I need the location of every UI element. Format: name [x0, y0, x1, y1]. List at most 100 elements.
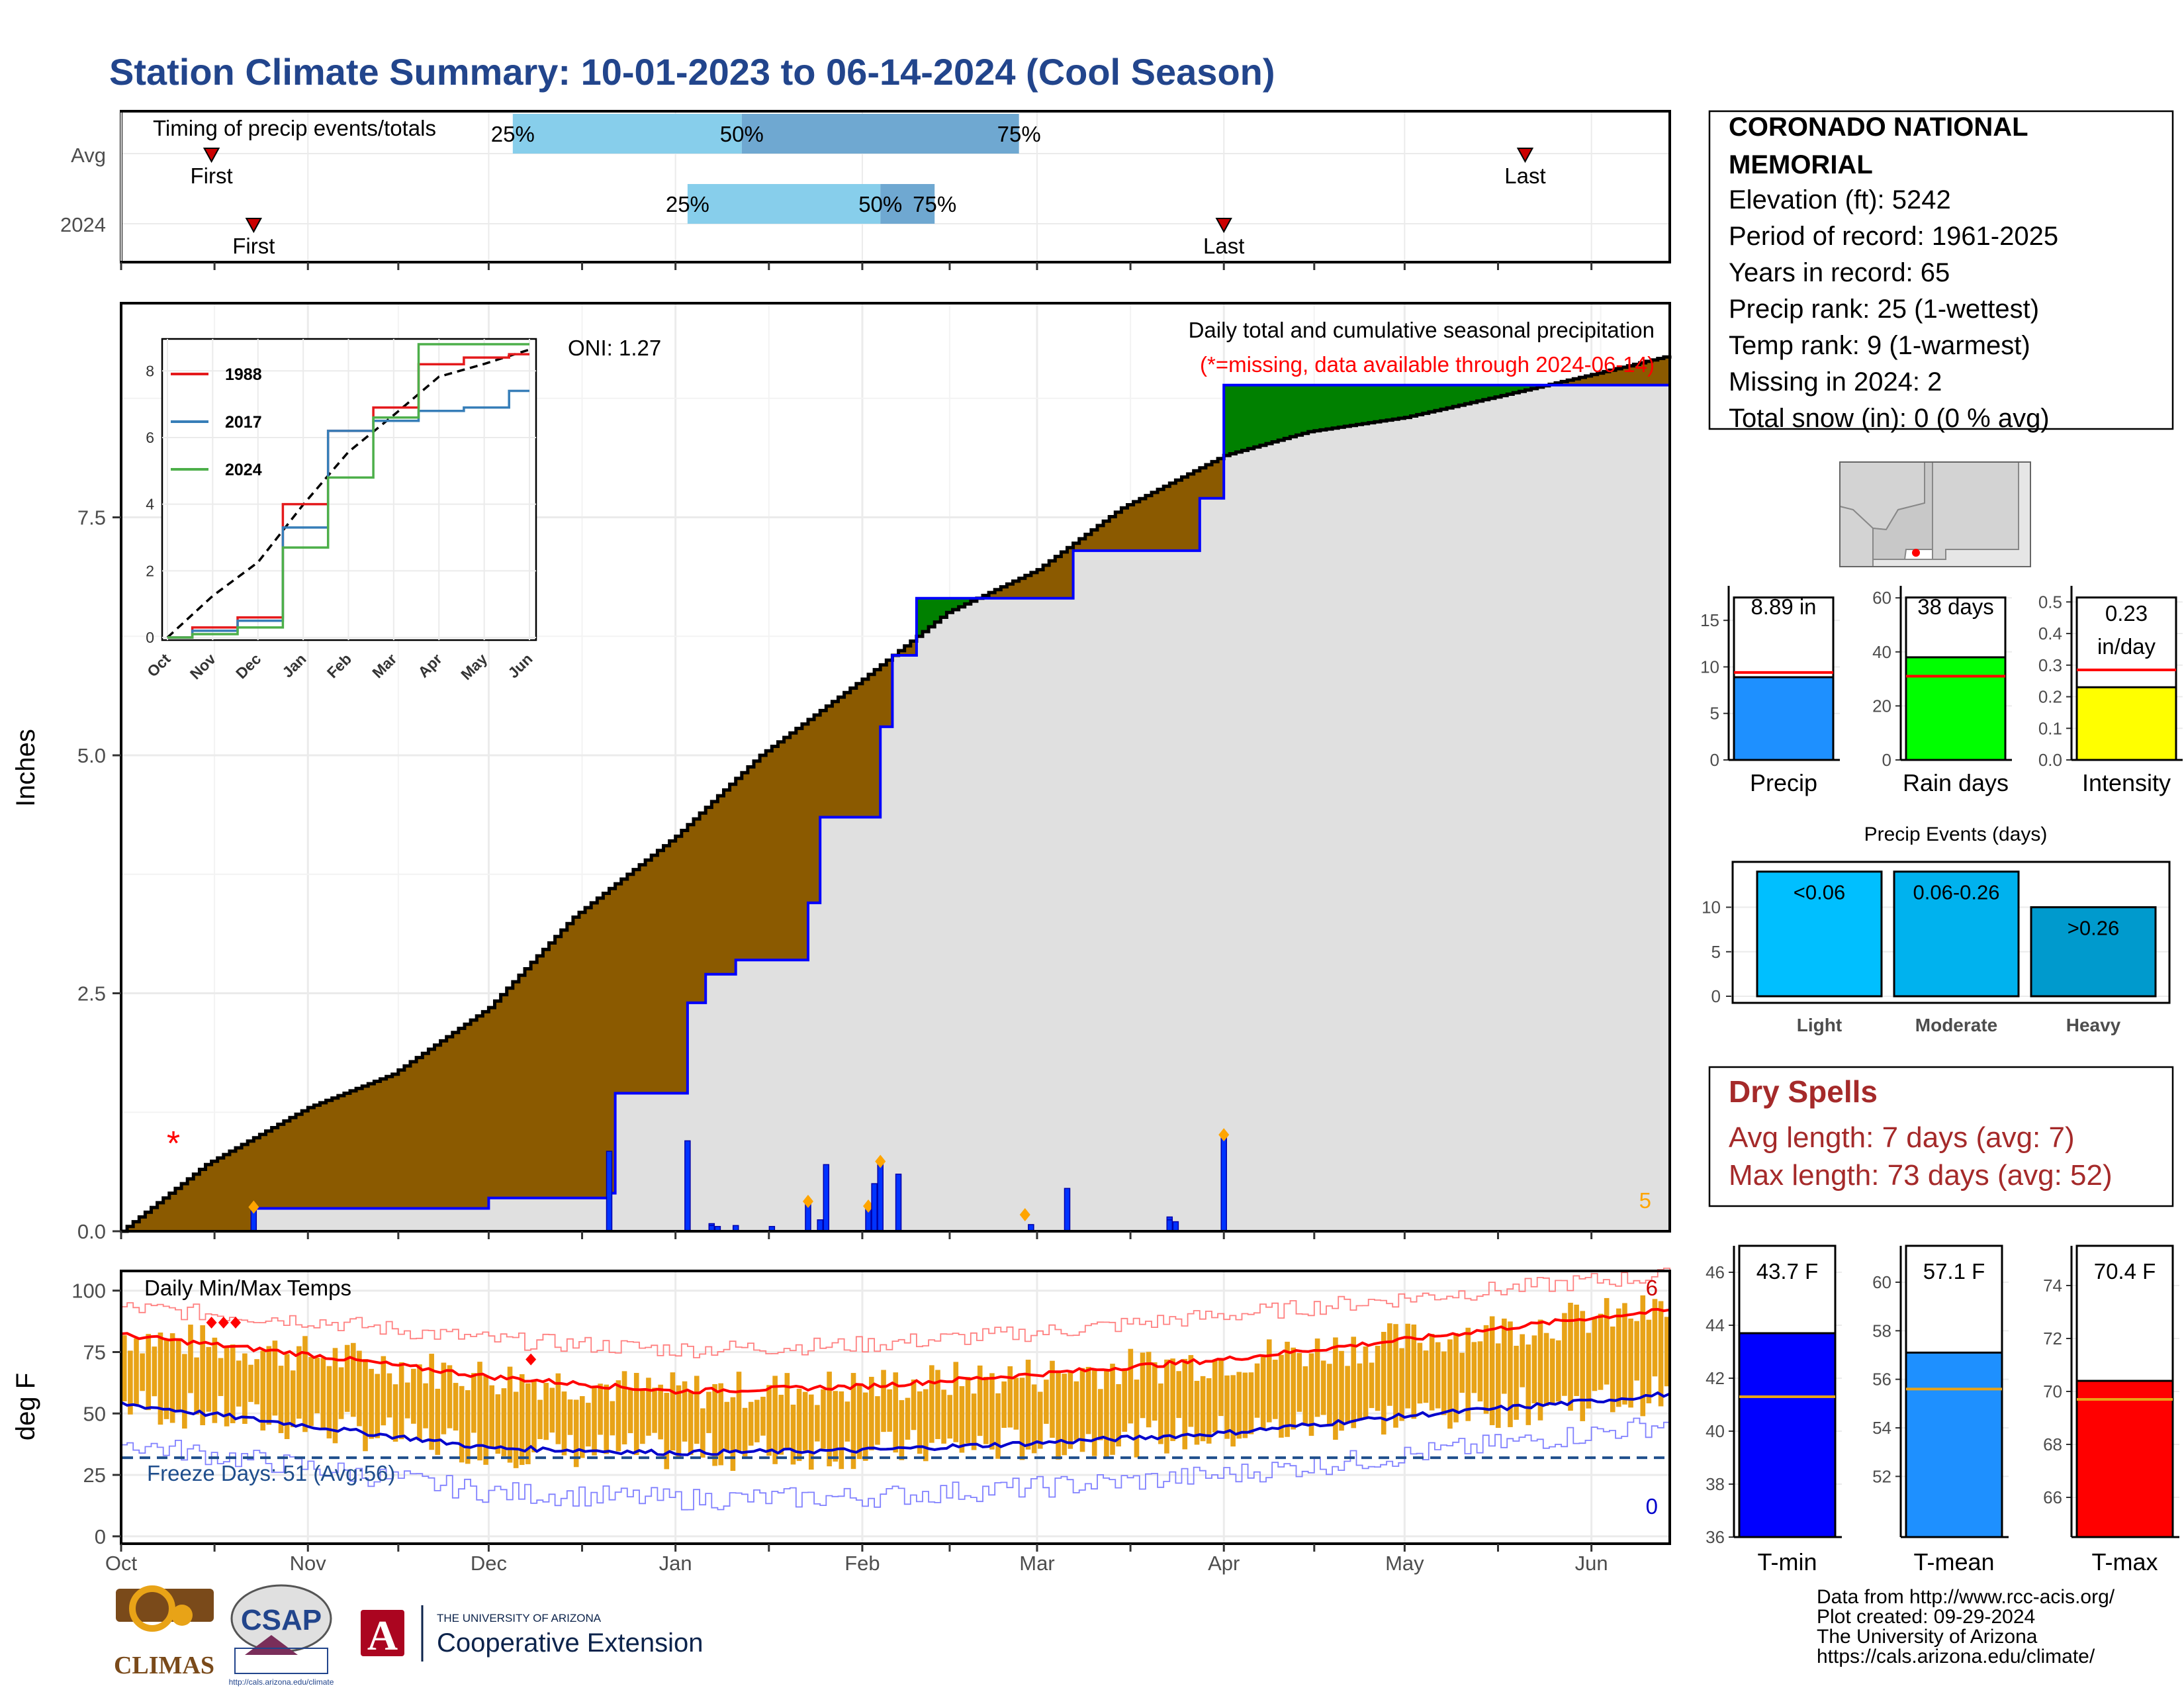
temp-daily-bar — [1520, 1334, 1525, 1387]
temp-daily-bar — [344, 1344, 350, 1412]
timing-bar-2024-q3 — [880, 184, 935, 224]
temp-daily-bar — [844, 1401, 850, 1442]
temp-daily-bar — [989, 1373, 995, 1450]
timing-avg-pct-3: 75% — [997, 122, 1041, 146]
temp-daily-bar — [1459, 1352, 1465, 1393]
temp-side-ytick-label: 56 — [1872, 1370, 1891, 1389]
month-label-Apr: Apr — [1208, 1552, 1240, 1575]
precip-daily-bar — [1166, 1219, 1173, 1232]
temp-side-value-t-max: 70.4 F — [2094, 1259, 2156, 1284]
temp-daily-bar — [941, 1389, 946, 1444]
side-ytick-label: 40 — [1872, 642, 1891, 662]
side-bar-value-precip: 8.89 in — [1751, 594, 1816, 619]
temp-daily-bar — [875, 1396, 880, 1445]
inset-legend-label-1988: 1988 — [225, 365, 262, 384]
events-title: Precip Events (days) — [1864, 823, 2048, 845]
temp-daily-bar — [905, 1397, 911, 1440]
temp-daily-bar — [1182, 1358, 1188, 1450]
temp-daily-bar — [869, 1376, 874, 1450]
temp-daily-bar — [1471, 1342, 1477, 1393]
temp-daily-bar — [953, 1362, 959, 1442]
station-temp-rank: Temp rank: 9 (1-warmest) — [1729, 331, 2030, 360]
temp-daily-bar — [507, 1366, 513, 1463]
side-chart-rain_days: 0 20 40 60 38 days Rain days — [1872, 586, 2012, 796]
temp-daily-bar — [1025, 1360, 1031, 1450]
temp-daily-bar — [1302, 1366, 1308, 1426]
side-chart-precip: 0 5 10 15 8.89 in Precip — [1700, 586, 1840, 796]
temp-average-min-line — [120, 1391, 1670, 1456]
oni-label: ONI: 1.27 — [568, 336, 661, 360]
temp-daily-bar — [1634, 1321, 1639, 1381]
temp-daily-bar — [1592, 1317, 1598, 1391]
temp-daily-bar — [284, 1354, 290, 1439]
footer-data-source: Data from http://www.rcc-acis.org/ — [1817, 1586, 2115, 1608]
timing-title: Timing of precip events/totals — [153, 116, 436, 140]
temp-daily-bar — [700, 1408, 705, 1458]
temp-daily-bar — [363, 1359, 368, 1452]
temp-y-axis-label: deg F — [11, 1373, 40, 1440]
side-ytick-label: 0.1 — [2038, 718, 2062, 738]
temp-daily-bar — [338, 1367, 344, 1419]
events-frame — [1731, 861, 2171, 1004]
temp-title: Daily Min/Max Temps — [144, 1276, 351, 1300]
temp-daily-bar — [1568, 1303, 1573, 1411]
temp-daily-bar — [724, 1401, 730, 1452]
timing-row-2024: 2024 — [60, 213, 106, 236]
inset-ytick-label: 4 — [146, 496, 154, 513]
temp-side-chart-t-min: 36 38 40 42 44 46 43.7 F T-min — [1706, 1244, 1842, 1575]
temp-daily-bar — [266, 1346, 272, 1425]
temp-daily-bar — [1339, 1350, 1344, 1431]
month-label-May: May — [1385, 1552, 1424, 1575]
temp-daily-bar — [1363, 1346, 1369, 1419]
temp-daily-bar — [688, 1391, 694, 1455]
temp-daily-bar — [1351, 1336, 1357, 1429]
temp-daily-bar — [1260, 1356, 1266, 1429]
temp-daily-bar — [971, 1393, 977, 1450]
timing-bar-avg-q3 — [741, 114, 1019, 154]
inset-ytick-label: 0 — [146, 629, 154, 646]
temp-daily-bar — [1628, 1318, 1633, 1408]
temp-daily-bar — [1435, 1342, 1441, 1409]
temp-daily-bar — [489, 1385, 495, 1448]
inset-series-2024 — [167, 343, 529, 639]
temp-side-value-t-mean: 57.1 F — [1923, 1259, 1985, 1284]
temp-daily-bar — [694, 1376, 700, 1444]
timing-2024-first-marker — [245, 218, 263, 234]
precip-daily-bar — [823, 1164, 830, 1232]
side-bar-rain_days — [1905, 656, 2007, 761]
precip-ytick-label: 7.5 — [77, 506, 106, 530]
temp-daily-bar — [128, 1350, 133, 1415]
ua-a-mark: A — [367, 1612, 398, 1659]
events-bar-label-light: <0.06 — [1794, 881, 1845, 904]
temp-daily-bar — [1007, 1366, 1013, 1428]
temp-side-ytick-label: 58 — [1872, 1321, 1891, 1340]
timing-avg-last-marker — [1516, 148, 1534, 164]
temp-daily-bar — [664, 1393, 670, 1470]
temp-daily-bar — [586, 1403, 591, 1447]
temp-daily-bar — [1279, 1354, 1284, 1438]
temp-daily-bar — [477, 1362, 482, 1461]
temp-daily-bar — [1411, 1324, 1417, 1419]
precip-daily-bar — [1064, 1188, 1071, 1232]
temp-daily-bar — [1104, 1370, 1109, 1459]
temp-daily-bar — [1477, 1341, 1483, 1402]
temp-daily-bar — [640, 1388, 645, 1444]
temp-daily-bar — [441, 1362, 447, 1434]
temp-daily-bar — [1170, 1358, 1175, 1441]
events-bar-label-heavy: >0.26 — [2068, 917, 2119, 940]
temp-daily-bar — [212, 1337, 218, 1423]
temp-daily-bar — [254, 1359, 259, 1405]
temp-daily-bar — [429, 1354, 434, 1450]
timing-avg-first-marker — [203, 148, 220, 164]
temp-daily-bar — [308, 1356, 314, 1427]
temp-daily-bar — [742, 1407, 748, 1456]
side-ytick-label: 0 — [1710, 750, 1719, 770]
side-ytick-label: 60 — [1872, 588, 1891, 608]
csap-logo: CSAP http://cals.arizona.edu/climate — [229, 1584, 334, 1687]
temp-daily-bar — [1297, 1352, 1302, 1412]
temp-ytick-label: 100 — [71, 1280, 106, 1303]
side-ytick-label: 5 — [1710, 704, 1719, 724]
temp-daily-bar — [1122, 1370, 1128, 1432]
temp-daily-bar — [947, 1395, 952, 1439]
